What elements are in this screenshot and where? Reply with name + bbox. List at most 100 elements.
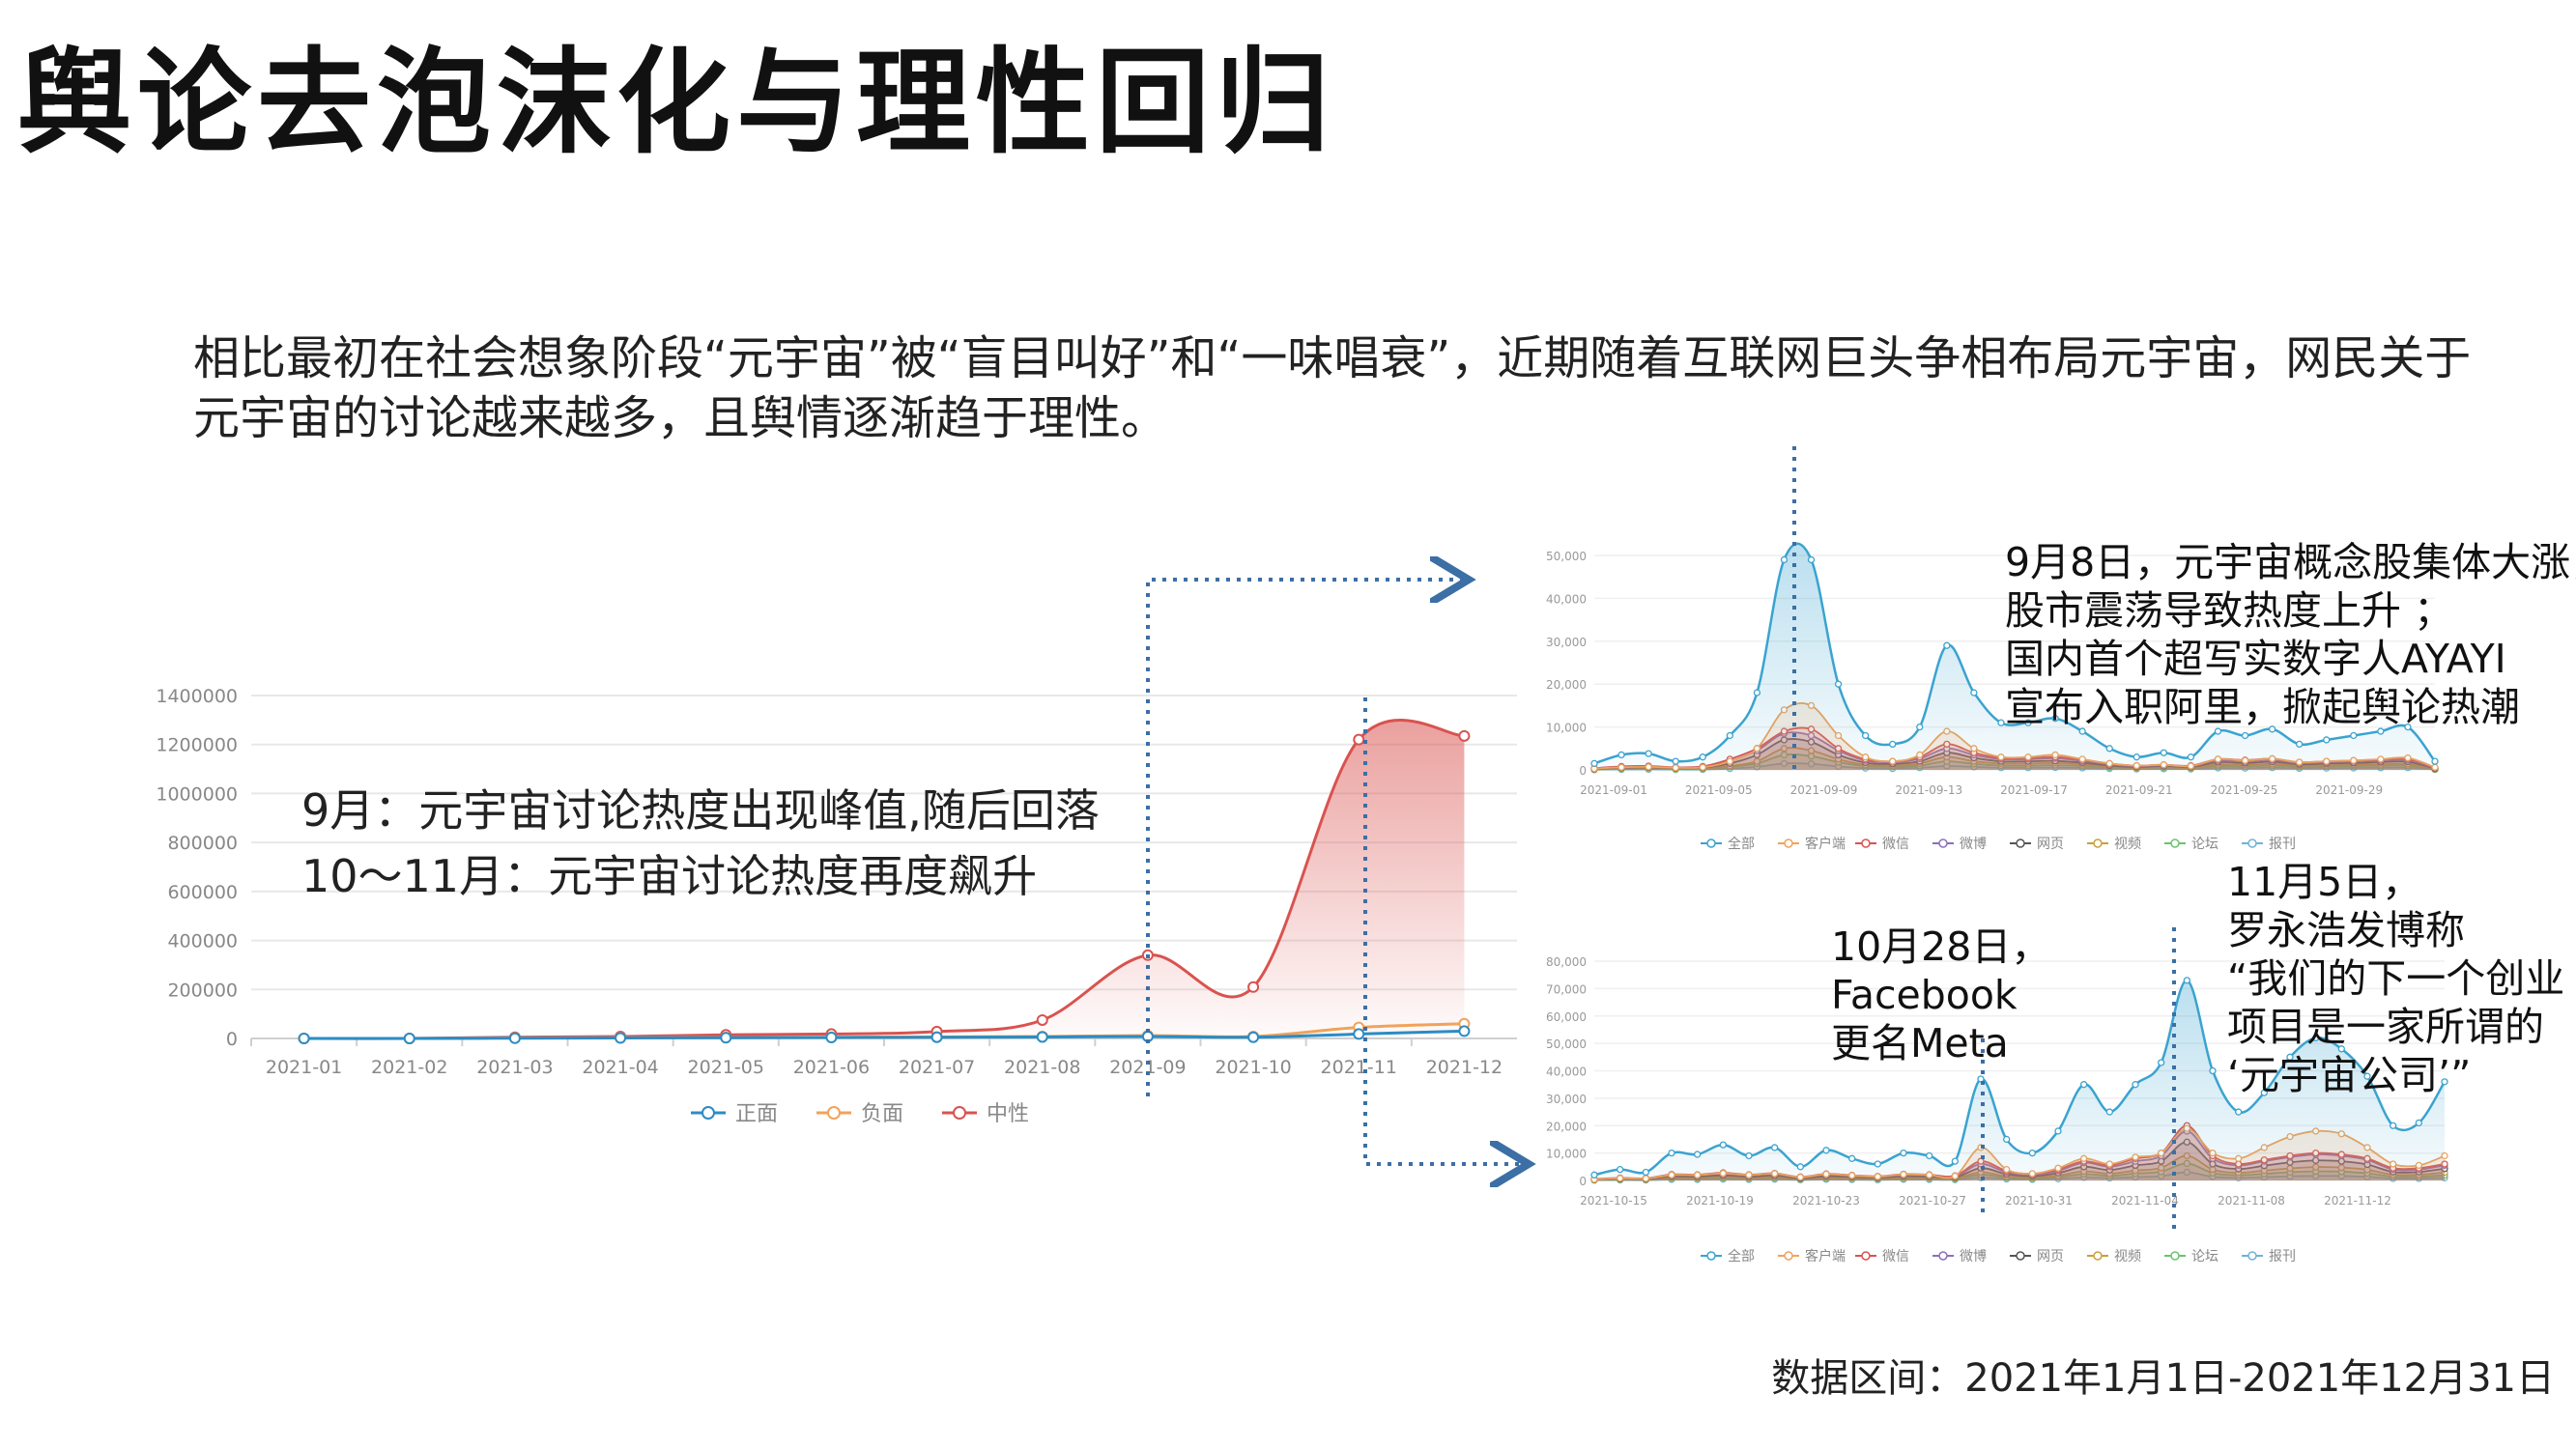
legend-marker: [2170, 838, 2180, 848]
y-tick-label: 10,000: [1546, 722, 1587, 735]
data-point: [1874, 1160, 1881, 1168]
data-point: [2105, 745, 2113, 753]
x-tick-label: 2021-03: [476, 1057, 553, 1078]
x-tick-label: 2021-07: [899, 1057, 975, 1078]
data-point: [1247, 1031, 1260, 1043]
data-point: [1900, 1149, 1907, 1157]
data-point: [1141, 949, 1154, 961]
y-tick-label: 80,000: [1546, 955, 1587, 969]
data-point: [1036, 1031, 1048, 1043]
y-tick-label: 0: [1579, 1175, 1587, 1188]
y-tick-label: 40,000: [1546, 592, 1587, 606]
y-tick-label: 400000: [167, 931, 238, 952]
september-area-chart: 0 10,000 20,000 30,000 40,000 50,000 2021-09-0…: [1546, 542, 2439, 852]
data-point: [2241, 731, 2249, 740]
data-point: [825, 1031, 838, 1043]
data-point: [403, 1033, 415, 1044]
y-tick-label: 50,000: [1546, 550, 1587, 563]
legend-label: 全部: [1728, 836, 1755, 852]
y-tick-label: 60,000: [1546, 1010, 1587, 1024]
x-tick-label: 2021-09-29: [2315, 783, 2383, 797]
data-point: [1617, 1165, 1624, 1174]
legend-label: 论坛: [2191, 1249, 2218, 1264]
data-point: [2028, 1149, 2036, 1157]
data-point: [2214, 727, 2222, 735]
data-point: [1353, 1028, 1365, 1040]
legend-marker: [1938, 1251, 1948, 1261]
x-tick-label: 2021-09-13: [1895, 783, 1962, 797]
legend-marker: [2016, 1251, 2025, 1261]
legend-label: 中性: [987, 1102, 1029, 1126]
data-point: [2003, 1135, 2011, 1144]
data-point: [1353, 733, 1365, 746]
x-tick-label: 2021-11-08: [2218, 1194, 2285, 1208]
y-tick-label: 1400000: [156, 686, 238, 707]
data-point: [1753, 689, 1761, 696]
nov-note-line-1: 11月5日，: [2227, 859, 2422, 905]
data-point: [2404, 723, 2412, 731]
legend-label: 微信: [1882, 1249, 1909, 1264]
october-november-area-chart: 0 10,000 20,000 30,000 40,000 50,000 60,000 70,…: [1546, 955, 2448, 1264]
data-point: [1247, 980, 1260, 993]
y-tick-label: 0: [226, 1029, 238, 1050]
series-area: [1594, 543, 2435, 770]
legend-marker: [2247, 838, 2257, 848]
y-tick-label: 30,000: [1546, 636, 1587, 649]
data-point: [1926, 1151, 1933, 1160]
legend-marker: [1861, 838, 1871, 848]
y-tick-label: 800000: [167, 833, 238, 854]
x-tick-label: 2021-11: [1321, 1057, 1397, 1078]
legend-marker: [2247, 1251, 2257, 1261]
sep-note-line-2: 股市震荡导致热度上升 ；: [2005, 587, 2454, 634]
nov-note-line-4: 项目是一家所谓的: [2227, 1004, 2544, 1050]
data-point: [1617, 751, 1625, 759]
sep-note-line-1: 9月8日，元宇宙概念股集体大涨，: [2005, 539, 2576, 585]
data-point: [2132, 1081, 2139, 1089]
legend-label: 微信: [1882, 837, 1909, 852]
x-tick-label: 2021-06: [793, 1057, 870, 1078]
legend-marker: [1706, 1251, 1716, 1261]
data-point: [2296, 740, 2304, 749]
data-point: [2183, 977, 2190, 984]
y-tick-label: 70,000: [1546, 982, 1587, 996]
data-point: [2323, 736, 2331, 744]
data-point: [1889, 740, 1897, 749]
legend-label: 负面: [861, 1102, 903, 1126]
x-tick-label: 2021-09-09: [1790, 783, 1858, 797]
nov-note-line-3: “我们的下一个创业: [2227, 955, 2565, 1002]
oct-note-line-2: Facebook: [1831, 972, 2018, 1018]
oct-note-line-1: 10月28日，: [1831, 923, 2051, 970]
data-point: [1672, 757, 1679, 765]
legend-marker: [2093, 1251, 2103, 1261]
data-point: [2377, 727, 2385, 735]
data-point: [1771, 1144, 1779, 1151]
legend-label: 客户端: [1805, 836, 1846, 852]
x-tick-label: 2021-04: [582, 1057, 658, 1078]
data-point: [1943, 641, 1951, 649]
data-point: [2286, 1053, 2294, 1061]
data-point: [2363, 1072, 2371, 1080]
data-point: [2054, 1127, 2062, 1135]
data-point: [1590, 759, 1598, 767]
data-point: [298, 1033, 310, 1044]
legend-label: 报刊: [2269, 1249, 2296, 1264]
data-point: [1036, 1013, 1048, 1026]
data-point: [2260, 1089, 2268, 1096]
x-tick-label: 2021-10-23: [1792, 1194, 1860, 1208]
y-tick-label: 600000: [167, 882, 238, 903]
data-point: [1916, 723, 1924, 731]
y-tick-label: 50,000: [1546, 1037, 1587, 1051]
legend-label: 网页: [2037, 1249, 2064, 1264]
data-point: [1642, 1168, 1649, 1177]
legend-marker: [1938, 838, 1948, 848]
data-point: [2235, 1108, 2243, 1116]
data-point: [1458, 729, 1471, 742]
sep-note-line-3: 国内首个超写实数字人AYAYI: [2005, 636, 2506, 682]
y-tick-label: 1000000: [156, 783, 238, 805]
data-point: [1997, 719, 2005, 726]
data-point: [2132, 753, 2140, 761]
data-point: [1141, 1030, 1154, 1042]
data-range-footnote: 数据区间：2021年1月1日-2021年12月31日: [1771, 1356, 2555, 1401]
x-tick-label: 2021-01: [266, 1057, 342, 1078]
x-tick-label: 2021-09-17: [2000, 783, 2068, 797]
